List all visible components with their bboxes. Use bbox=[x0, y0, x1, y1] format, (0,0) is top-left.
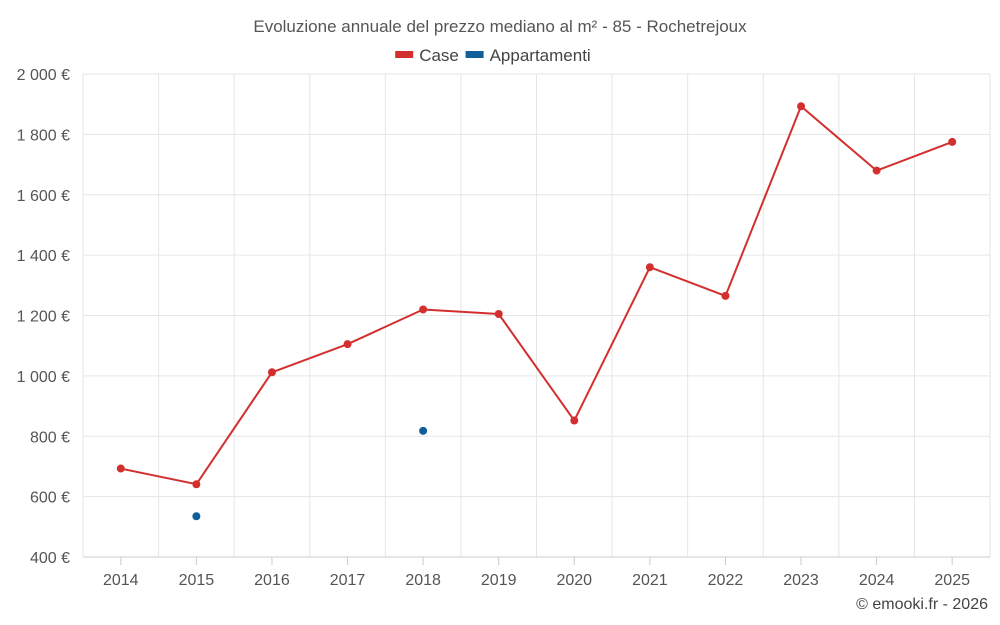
data-point-appartamenti bbox=[192, 512, 201, 521]
data-point-case bbox=[645, 263, 654, 272]
chart-axes: 400 € 600 € 800 € 1 000 € 1 200 € 1 400 € 1 60… bbox=[17, 67, 990, 589]
x-tick-label: 2019 bbox=[481, 572, 517, 589]
x-tick-label: 2024 bbox=[859, 572, 895, 589]
y-tick-label: 1 200 € bbox=[17, 309, 70, 326]
x-tick-label: 2016 bbox=[254, 572, 290, 589]
chart-credit: © emooki.fr - 2026 bbox=[856, 596, 988, 613]
data-point-case bbox=[267, 368, 276, 377]
legend-swatch bbox=[465, 51, 484, 58]
data-point-case bbox=[116, 464, 125, 473]
series-case bbox=[116, 102, 957, 489]
x-tick-label: 2025 bbox=[934, 572, 970, 589]
legend-swatch bbox=[395, 51, 414, 58]
y-tick-label: 800 € bbox=[30, 429, 70, 446]
data-point-case bbox=[797, 102, 806, 111]
series-appartamenti bbox=[192, 426, 428, 521]
x-tick-label: 2020 bbox=[556, 572, 592, 589]
x-tick-label: 2022 bbox=[708, 572, 744, 589]
y-tick-label: 1 600 € bbox=[17, 188, 70, 205]
data-point-case bbox=[948, 137, 957, 146]
y-tick-label: 400 € bbox=[30, 550, 70, 567]
x-tick-label: 2015 bbox=[179, 572, 215, 589]
legend-label: Appartamenti bbox=[490, 46, 591, 65]
legend-item-appartamenti: Appartamenti bbox=[465, 46, 591, 65]
chart-legend: Case Appartamenti bbox=[395, 46, 591, 65]
legend-item-case: Case bbox=[395, 46, 459, 65]
y-tick-label: 1 400 € bbox=[17, 248, 70, 265]
data-point-case bbox=[721, 291, 730, 300]
series-line-case bbox=[120, 105, 953, 486]
legend-label: Case bbox=[419, 46, 459, 65]
data-point-case bbox=[419, 305, 428, 314]
x-tick-label: 2018 bbox=[405, 572, 441, 589]
x-tick-label: 2017 bbox=[330, 572, 366, 589]
y-tick-label: 1 000 € bbox=[17, 369, 70, 386]
y-tick-label: 600 € bbox=[30, 490, 70, 507]
chart-grid bbox=[82, 73, 991, 557]
data-point-appartamenti bbox=[419, 426, 428, 435]
chart-series bbox=[116, 102, 957, 521]
data-point-case bbox=[872, 166, 881, 175]
x-tick-label: 2023 bbox=[783, 572, 819, 589]
chart-title: Evoluzione annuale del prezzo mediano al… bbox=[253, 17, 747, 36]
data-point-case bbox=[343, 340, 352, 349]
x-tick-label: 2014 bbox=[103, 572, 139, 589]
x-tick-label: 2021 bbox=[632, 572, 668, 589]
data-point-case bbox=[570, 416, 579, 425]
data-point-case bbox=[192, 480, 201, 489]
y-tick-label: 2 000 € bbox=[17, 67, 70, 84]
y-tick-label: 1 800 € bbox=[17, 127, 70, 144]
data-point-case bbox=[494, 309, 503, 318]
